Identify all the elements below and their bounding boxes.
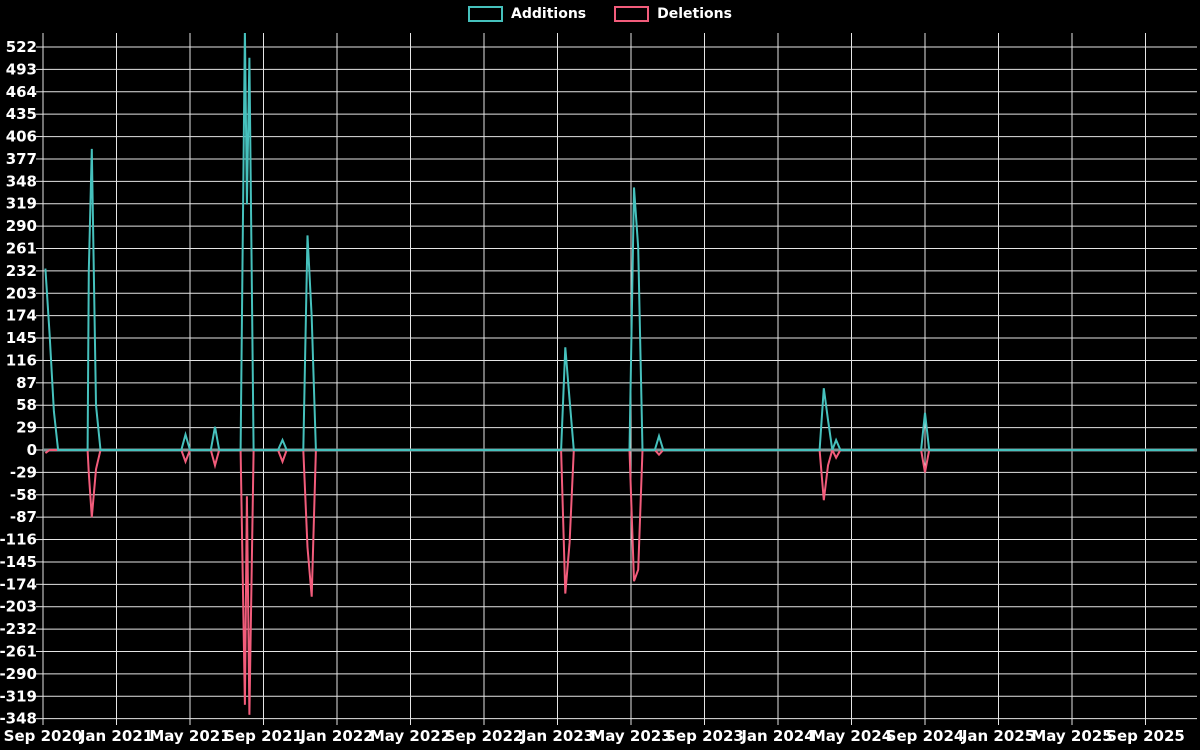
legend-label-additions: Additions <box>511 6 587 22</box>
y-axis-label: 522 <box>6 38 37 56</box>
y-axis-label: 493 <box>6 60 37 78</box>
legend-item-additions[interactable]: Additions <box>468 6 586 22</box>
y-axis-label: 116 <box>6 351 37 369</box>
x-axis-label: May 2023 <box>590 727 671 745</box>
y-axis-label: 290 <box>6 217 37 235</box>
x-axis-label: May 2021 <box>149 727 230 745</box>
series-lines <box>44 33 1194 715</box>
y-axis-label: -290 <box>0 665 37 683</box>
x-axis-label: Jan 2022 <box>299 727 373 745</box>
y-axis-label: 203 <box>6 284 37 302</box>
y-axis-label: 406 <box>6 128 37 146</box>
y-axis-label: -116 <box>0 531 37 549</box>
y-axis-label: -203 <box>0 598 37 616</box>
legend-item-deletions[interactable]: Deletions <box>614 6 732 22</box>
deletions-line <box>44 447 1194 715</box>
x-axis-label: May 2022 <box>370 727 451 745</box>
y-axis-label: 0 <box>27 441 37 459</box>
y-axis-label: 87 <box>16 374 37 392</box>
x-axis-label: Jan 2021 <box>79 727 153 745</box>
y-axis-label: -145 <box>0 553 37 571</box>
y-axis-label: 58 <box>16 396 37 414</box>
grid <box>36 33 1197 725</box>
deletions-swatch-icon <box>614 6 650 22</box>
y-axis-label: 319 <box>6 195 37 213</box>
y-axis-label: 174 <box>6 307 37 325</box>
y-axis-label: 261 <box>6 240 37 258</box>
y-axis-label: 145 <box>6 329 37 347</box>
y-axis-label: 464 <box>6 83 37 101</box>
additions-line <box>44 33 1194 451</box>
y-axis-label: -319 <box>0 687 37 705</box>
x-axis-label: Jan 2024 <box>740 727 814 745</box>
x-axis-label: Sep 2024 <box>886 727 965 745</box>
y-axis-label: 348 <box>6 172 37 190</box>
chart-legend: Additions Deletions <box>0 6 1200 22</box>
x-axis-label: Sep 2025 <box>1106 727 1185 745</box>
y-axis-label: 377 <box>6 150 37 168</box>
legend-label-deletions: Deletions <box>657 6 732 22</box>
x-axis-label: Jan 2023 <box>520 727 594 745</box>
x-axis-label: May 2025 <box>1031 727 1112 745</box>
y-axis-label: -261 <box>0 642 37 660</box>
y-axis-label: -58 <box>10 486 37 504</box>
x-axis-label: Sep 2022 <box>445 727 524 745</box>
y-axis-label: -232 <box>0 620 37 638</box>
x-axis-label: Sep 2023 <box>665 727 744 745</box>
y-axis-label: -348 <box>0 710 37 728</box>
y-axis-label: 435 <box>6 105 37 123</box>
x-axis-label: May 2024 <box>811 727 892 745</box>
y-axis-label: 232 <box>6 262 37 280</box>
x-axis-label: Sep 2020 <box>4 727 83 745</box>
y-axis-label: -174 <box>0 575 37 593</box>
x-axis-label: Sep 2021 <box>224 727 303 745</box>
y-axis-label: -29 <box>10 463 37 481</box>
y-axis-labels: 5224934644354063773483192902612322031741… <box>0 38 37 728</box>
x-axis-label: Jan 2025 <box>961 727 1035 745</box>
y-axis-label: -87 <box>10 508 37 526</box>
additions-swatch-icon <box>468 6 504 22</box>
y-axis-label: 29 <box>16 419 37 437</box>
